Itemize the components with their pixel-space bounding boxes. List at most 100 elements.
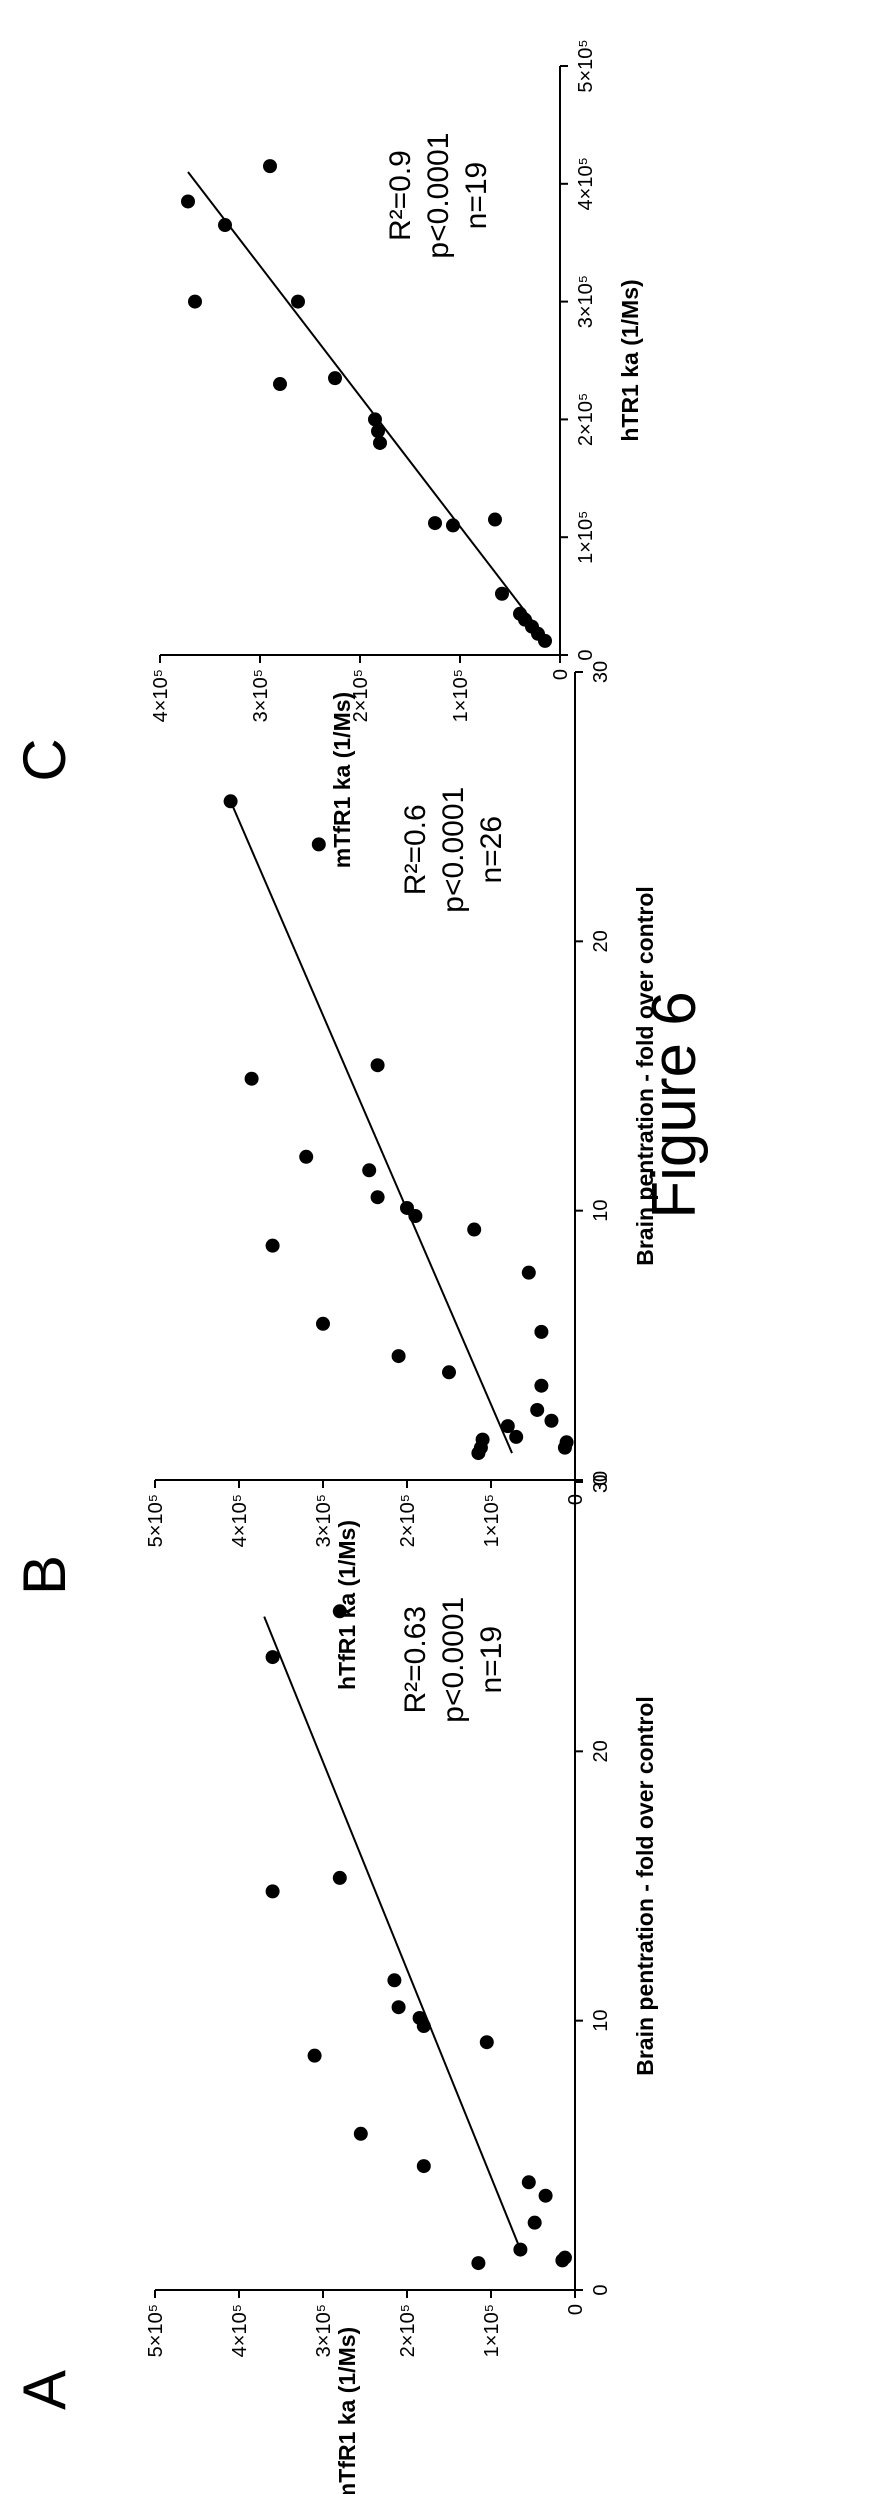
panel-a: A010203001×10⁵2×10⁵3×10⁵4×10⁵5×10⁵Brain …: [11, 1471, 658, 2494]
x-tick-label: 10: [590, 1200, 612, 1222]
fit-line: [229, 800, 513, 1454]
y-tick-label: 3×10⁵: [313, 2304, 335, 2357]
data-point: [521, 1265, 536, 1280]
x-tick-label: 30: [590, 661, 612, 683]
data-point: [557, 2250, 572, 2265]
y-tick-label: 0: [565, 2304, 587, 2315]
y-tick-label: 1×10⁵: [481, 1494, 503, 1547]
data-point: [479, 2035, 494, 2050]
y-axis-title: mTfR1 ka (1/Ms): [329, 692, 355, 868]
data-point: [495, 586, 509, 601]
x-tick-label: 3×10⁵: [575, 275, 597, 328]
x-tick-label: 0: [575, 649, 597, 660]
data-point: [428, 516, 442, 531]
data-point: [273, 377, 287, 392]
data-point: [299, 1149, 314, 1164]
panel-c: C 0 1×10⁵ 2×10⁵ 3×10⁵ 4×10⁵ 5×10⁵ 0 1×10⁵ 2×10⁵ 3×…: [11, 39, 643, 868]
y-axis-title: mTfR1 ka (1/Ms): [334, 2327, 360, 2494]
panel-b: B010203001×10⁵2×10⁵3×10⁵4×10⁵5×10⁵Brain …: [11, 661, 658, 1690]
data-point: [373, 435, 387, 450]
y-tick-label: 5×10⁵: [145, 1494, 167, 1547]
panel-letter: C: [11, 738, 78, 781]
y-tick-label: 3×10⁵: [250, 669, 272, 722]
data-point: [370, 1190, 385, 1205]
data-point: [181, 194, 195, 209]
data-point: [387, 1973, 402, 1988]
y-tick-label: 1×10⁵: [450, 669, 472, 722]
y-tick-label: 1×10⁵: [481, 2304, 503, 2357]
data-point: [513, 2242, 528, 2257]
data-point: [370, 1058, 385, 1073]
data-point: [265, 1884, 280, 1899]
data-point: [559, 1435, 574, 1450]
fit-line: [263, 1616, 522, 2250]
x-axis-title: Brain pentration - fold over control: [632, 1696, 658, 2076]
y-tick-label: 0: [550, 669, 572, 680]
data-point: [538, 2188, 553, 2203]
data-point: [316, 1316, 330, 1331]
data-point: [332, 1870, 347, 1885]
data-point: [521, 2175, 536, 2190]
x-tick-label: 10: [590, 2010, 612, 2032]
y-tick-label: 4×10⁵: [229, 2304, 251, 2357]
data-point: [328, 371, 342, 386]
data-point: [265, 1650, 280, 1665]
y-tick-label: 2×10⁵: [350, 669, 372, 722]
data-point: [371, 424, 385, 439]
stat-line: n=19: [460, 162, 493, 230]
y-tick-label: 3×10⁵: [313, 1494, 335, 1547]
data-point: [307, 2048, 322, 2063]
x-tick-label: 20: [590, 1740, 612, 1762]
data-point: [291, 294, 305, 309]
x-tick-label: 4×10⁵: [575, 157, 597, 210]
data-point: [412, 2010, 427, 2025]
data-point: [362, 1163, 377, 1178]
stat-line: p<0.0001: [437, 1597, 470, 1723]
data-point: [534, 1378, 549, 1393]
data-point: [311, 837, 326, 852]
y-tick-label: 4×10⁵: [150, 669, 172, 722]
data-point: [513, 606, 527, 621]
y-tick-label: 4×10⁵: [229, 1494, 251, 1547]
x-tick-label: 0: [590, 1474, 612, 1485]
y-tick-label: 2×10⁵: [397, 1494, 419, 1547]
data-point: [416, 2159, 431, 2174]
x-tick-label: 5×10⁵: [575, 39, 597, 92]
y-tick-label: 0: [565, 1494, 587, 1505]
data-point: [509, 1429, 524, 1444]
data-point: [467, 1222, 482, 1237]
data-point: [534, 1324, 549, 1339]
data-point: [475, 1432, 490, 1447]
data-point: [332, 1604, 347, 1619]
x-tick-label: 30: [590, 1471, 612, 1493]
stat-line: n=19: [475, 1626, 508, 1694]
data-point: [391, 2000, 406, 2015]
stat-line: p<0.0001: [437, 787, 470, 913]
data-point: [265, 1238, 280, 1253]
data-point: [488, 512, 502, 527]
y-axis-title: hTfR1 ka (1/Ms): [334, 1520, 360, 1690]
data-point: [188, 294, 202, 309]
x-tick-label: 2×10⁵: [575, 393, 597, 446]
panel-letter: B: [11, 1555, 78, 1595]
x-axis-title: hTR1 ka (1/Ms): [617, 279, 643, 441]
data-point: [527, 2215, 542, 2230]
panel-letter: A: [11, 2370, 78, 2410]
figure-caption: Figure 6: [640, 991, 709, 1218]
y-tick-label: 5×10⁵: [145, 2304, 167, 2357]
x-axis-title: Brain pentration - fold over control: [632, 886, 658, 1266]
stat-line: R²=0.9: [384, 150, 417, 241]
stat-line: n=26: [475, 816, 508, 884]
data-point: [544, 1413, 559, 1428]
stat-line: R²=0.6: [399, 804, 432, 895]
data-point: [391, 1349, 406, 1364]
fit-line: [187, 171, 546, 638]
data-point: [500, 1419, 515, 1434]
data-point: [353, 2126, 368, 2141]
data-point: [471, 2256, 486, 2271]
data-point: [218, 218, 232, 233]
x-tick-label: 1×10⁵: [575, 511, 597, 564]
data-point: [244, 1071, 259, 1086]
